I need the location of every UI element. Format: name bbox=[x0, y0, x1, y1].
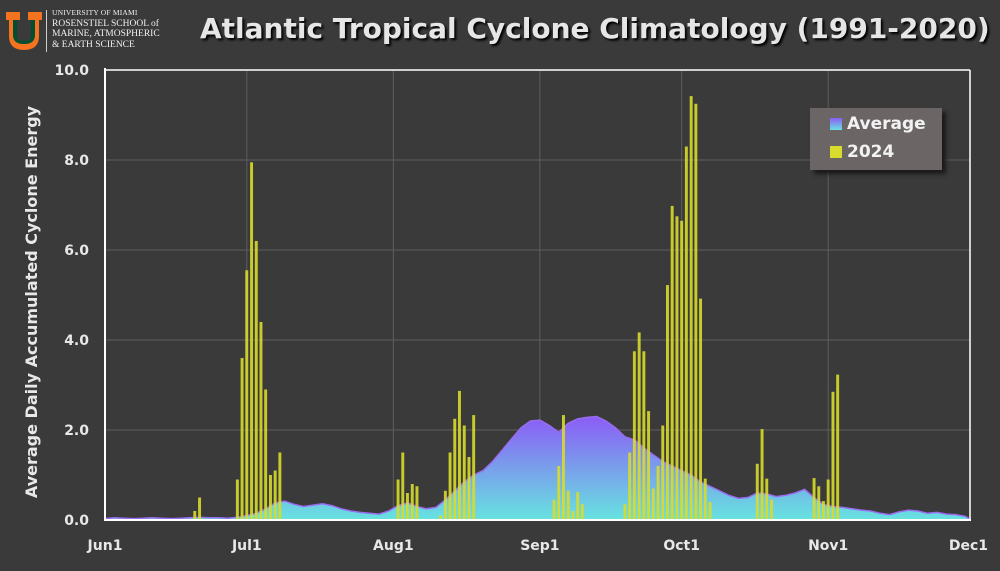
bar-2024-swatch-icon bbox=[830, 146, 842, 158]
bar-2024 bbox=[571, 511, 575, 520]
bar-2024 bbox=[628, 452, 632, 520]
average-swatch-icon bbox=[830, 118, 842, 130]
bar-2024 bbox=[254, 241, 258, 520]
bar-2024 bbox=[198, 497, 202, 520]
legend-item-2024: 2024 bbox=[830, 140, 894, 164]
bar-2024 bbox=[661, 425, 665, 520]
bar-2024 bbox=[637, 332, 641, 520]
bar-2024 bbox=[410, 484, 414, 520]
x-tick-label: Oct1 bbox=[663, 538, 700, 554]
bar-2024 bbox=[755, 463, 759, 521]
y-tick-label: 4.0 bbox=[64, 333, 89, 349]
bar-2024 bbox=[817, 486, 821, 521]
bar-2024 bbox=[670, 205, 674, 520]
bar-2024 bbox=[562, 415, 565, 520]
x-tick-label: Jul1 bbox=[231, 538, 262, 554]
bar-2024 bbox=[443, 490, 447, 521]
chart-title: Atlantic Tropical Cyclone Climatology (1… bbox=[200, 12, 990, 45]
bar-2024 bbox=[273, 470, 277, 520]
bar-2024 bbox=[278, 452, 282, 520]
y-tick-label: 8.0 bbox=[64, 153, 89, 169]
x-tick-label: Nov1 bbox=[808, 538, 848, 554]
logo-divider bbox=[46, 10, 47, 52]
bar-2024 bbox=[458, 390, 461, 520]
bar-2024 bbox=[193, 511, 197, 520]
bar-2024 bbox=[557, 466, 561, 520]
bar-2024 bbox=[812, 478, 816, 520]
bar-2024 bbox=[415, 486, 419, 521]
x-tick-label: Jun1 bbox=[87, 538, 123, 554]
x-tick-label: Dec1 bbox=[949, 538, 988, 554]
bar-2024 bbox=[235, 479, 239, 520]
bar-2024 bbox=[680, 220, 684, 521]
y-tick-labels: 0.0 2.0 4.0 6.0 8.0 10.0 bbox=[54, 63, 89, 529]
bar-2024 bbox=[656, 466, 660, 520]
bar-2024 bbox=[576, 492, 580, 520]
bar-2024 bbox=[448, 452, 452, 520]
bar-2024 bbox=[684, 146, 688, 520]
bar-2024 bbox=[675, 216, 679, 521]
x-tick-labels: Jun1 Jul1 Aug1 Sep1 Oct1 Nov1 Dec1 bbox=[87, 538, 988, 554]
y-tick-label: 10.0 bbox=[54, 63, 89, 79]
bar-2024 bbox=[760, 429, 764, 520]
bar-2024 bbox=[651, 488, 655, 520]
logo-line-3: MARINE, ATMOSPHERIC bbox=[52, 29, 160, 39]
bar-2024 bbox=[472, 415, 476, 520]
x-tick-label: Sep1 bbox=[520, 538, 559, 554]
university-logo: UNIVERSITY OF MIAMI ROSENSTIEL SCHOOL of… bbox=[4, 6, 194, 56]
bar-2024 bbox=[264, 389, 268, 520]
average-area-series bbox=[104, 415, 971, 521]
logo-line-1: UNIVERSITY OF MIAMI bbox=[52, 8, 138, 17]
y-axis-label: Average Daily Accumulated Cyclone Energy bbox=[22, 105, 41, 498]
bar-2024 bbox=[269, 475, 272, 520]
u-logo-icon bbox=[6, 12, 42, 50]
bar-2024 bbox=[689, 96, 693, 520]
bar-2024 bbox=[552, 499, 556, 521]
bar-2024 bbox=[632, 351, 636, 521]
bar-2024 bbox=[406, 493, 409, 520]
y-tick-label: 6.0 bbox=[64, 243, 89, 259]
bar-2024 bbox=[694, 103, 698, 521]
x-tick-label: Aug1 bbox=[373, 538, 414, 554]
logo-text: UNIVERSITY OF MIAMI ROSENSTIEL SCHOOL of… bbox=[52, 8, 160, 50]
bar-2024 bbox=[699, 298, 703, 520]
bar-2024 bbox=[836, 374, 840, 520]
bar-2024 bbox=[245, 270, 249, 521]
bar-2024 bbox=[462, 425, 466, 520]
bar-2024 bbox=[765, 478, 769, 520]
bar-2024 bbox=[566, 490, 570, 521]
bar-2024 bbox=[396, 479, 400, 520]
bar-2024 bbox=[467, 457, 471, 520]
bar-2024 bbox=[580, 504, 584, 521]
legend-label-2024: 2024 bbox=[847, 142, 895, 162]
logo-line-4: & EARTH SCIENCE bbox=[52, 39, 135, 50]
bar-2024 bbox=[831, 391, 835, 521]
bars-2024-series bbox=[193, 96, 840, 521]
bar-2024 bbox=[240, 358, 244, 520]
bar-2024 bbox=[770, 499, 773, 521]
average-area bbox=[104, 415, 971, 521]
legend-item-average: Average bbox=[830, 112, 926, 136]
axes bbox=[104, 68, 971, 521]
bar-2024 bbox=[822, 501, 825, 520]
bar-2024 bbox=[250, 162, 254, 521]
bar-2024 bbox=[453, 418, 457, 521]
logo-line-2: ROSENSTIEL SCHOOL of bbox=[52, 18, 159, 29]
bar-2024 bbox=[642, 351, 646, 521]
bar-2024 bbox=[703, 478, 707, 520]
bar-2024 bbox=[259, 322, 263, 520]
legend-label-average: Average bbox=[847, 114, 926, 134]
y-tick-label: 0.0 bbox=[64, 513, 89, 529]
bar-2024 bbox=[623, 504, 627, 521]
bar-2024 bbox=[826, 479, 830, 520]
y-tick-label: 2.0 bbox=[64, 423, 89, 439]
bar-2024 bbox=[708, 502, 712, 520]
bar-2024 bbox=[647, 411, 651, 520]
legend: Average 2024 bbox=[810, 108, 942, 170]
bar-2024 bbox=[666, 285, 669, 520]
bar-2024 bbox=[401, 452, 405, 520]
bar-2024 bbox=[439, 515, 443, 520]
